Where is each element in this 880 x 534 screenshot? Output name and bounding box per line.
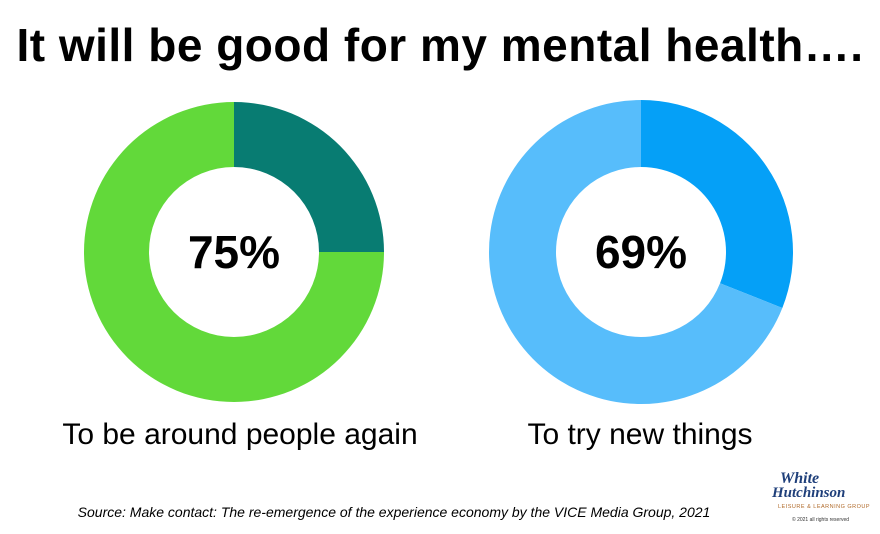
donut-1-center-label: 75% [188, 226, 280, 278]
source-note: Source: Make contact: The re-emergence o… [77, 504, 711, 520]
logo-line-1: White [780, 470, 820, 487]
logo-line-4: © 2021 all rights reserved [792, 517, 850, 523]
donut-2-slice-minor [641, 100, 793, 308]
donut-2-slice-major [489, 100, 783, 404]
donut-1-slice-minor [234, 102, 384, 252]
logo-line-2: Hutchinson [772, 485, 846, 501]
donut-2-center-label: 69% [595, 226, 687, 278]
white-hutchinson-logo: White Hutchinson LEISURE & LEARNING GROU… [770, 470, 874, 530]
logo-line-3: LEISURE & LEARNING GROUP [778, 504, 871, 510]
chart-title: It will be good for my mental health…. [16, 19, 864, 71]
donut-chart-1: 75% [84, 102, 384, 402]
donut-1-slice-major [84, 102, 384, 402]
donut-1-caption: To be around people again [62, 418, 418, 451]
donut-chart-2: 69% [489, 100, 793, 404]
donut-2-caption: To try new things [527, 418, 753, 451]
